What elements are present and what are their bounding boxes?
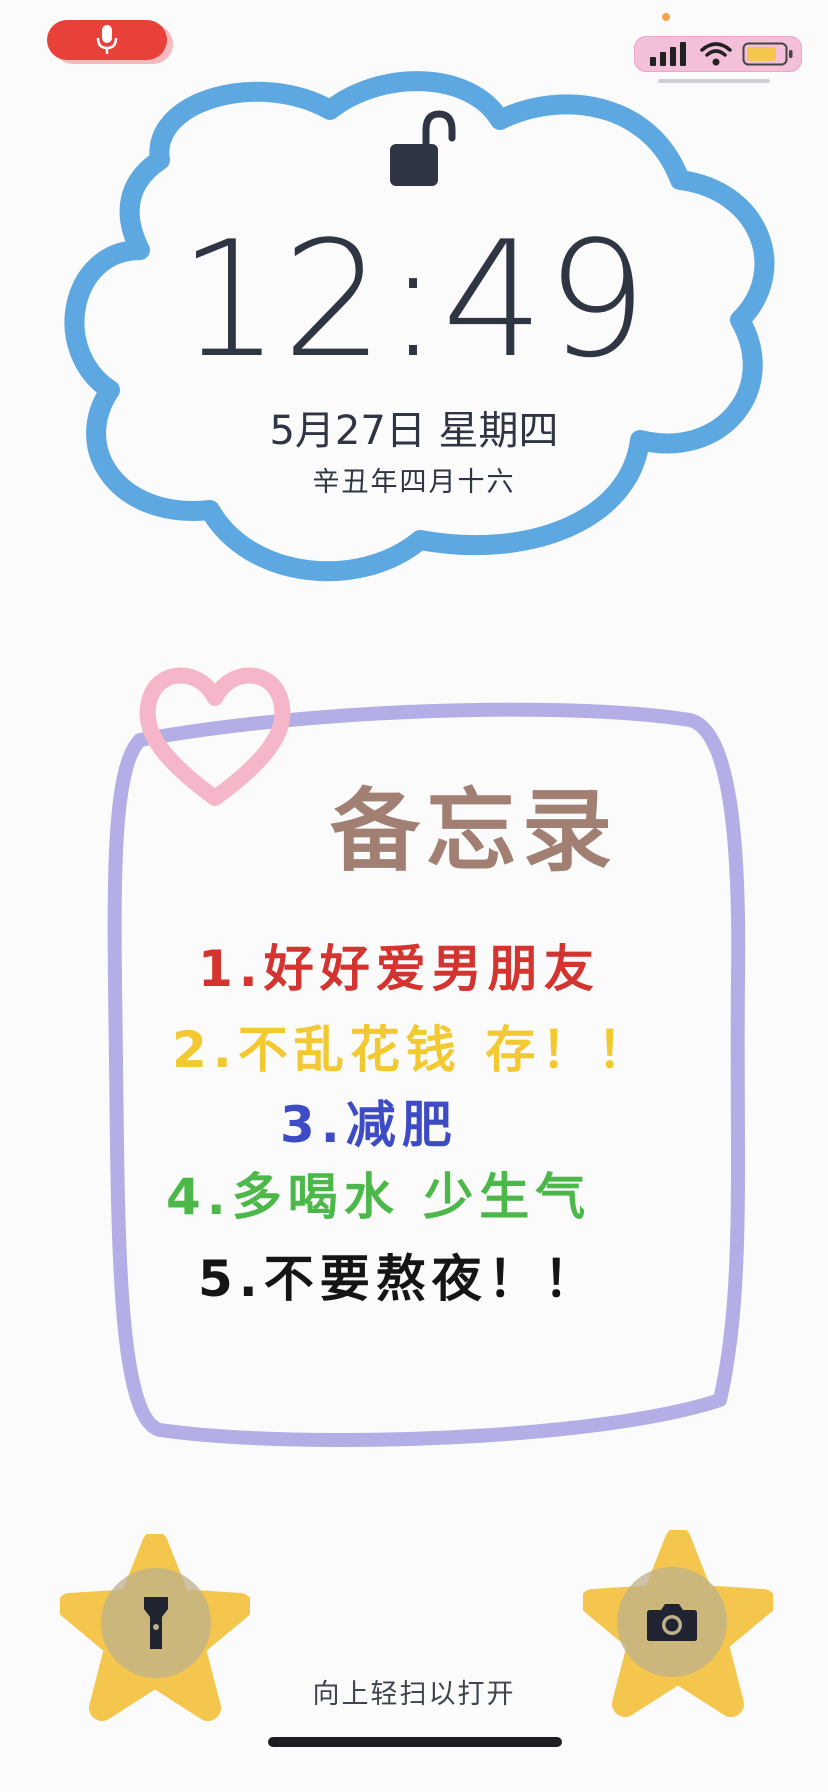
memo-item-2: 2.不乱花钱 存！！ — [172, 1021, 654, 1079]
signal-bars-icon — [650, 42, 686, 66]
swipe-up-hint: 向上轻扫以打开 — [312, 1679, 516, 1710]
microphone-icon — [96, 25, 118, 54]
flashlight-icon — [144, 1597, 168, 1649]
memo-item-4: 4.多喝水 少生气 — [166, 1168, 592, 1226]
memo-item-5: 5.不要熬夜！！ — [198, 1250, 600, 1308]
clock-date: 5月27日 星期四 — [269, 408, 559, 454]
memo-item-1: 1.好好爱男朋友 — [198, 940, 600, 998]
camera-icon — [647, 1604, 697, 1641]
status-underline — [658, 79, 770, 83]
microphone-indicator[interactable] — [47, 20, 167, 60]
home-indicator[interactable] — [268, 1737, 562, 1747]
memo-frame — [107, 702, 746, 1447]
battery-icon — [742, 42, 793, 66]
unlocked-padlock-icon — [390, 110, 456, 186]
status-indicators — [634, 36, 802, 72]
memo-title: 备忘录 — [330, 779, 618, 884]
camera-button[interactable] — [617, 1567, 727, 1677]
flashlight-button[interactable] — [101, 1568, 211, 1678]
clock-time: 12:49 — [178, 206, 650, 393]
privacy-indicator-dot — [662, 13, 670, 21]
cloud-frame — [64, 71, 775, 582]
memo-item-3: 3.减肥 — [280, 1096, 458, 1154]
heart-clip-icon — [139, 667, 291, 806]
lunar-date: 辛丑年四月十六 — [312, 467, 516, 498]
wifi-icon — [700, 42, 732, 66]
